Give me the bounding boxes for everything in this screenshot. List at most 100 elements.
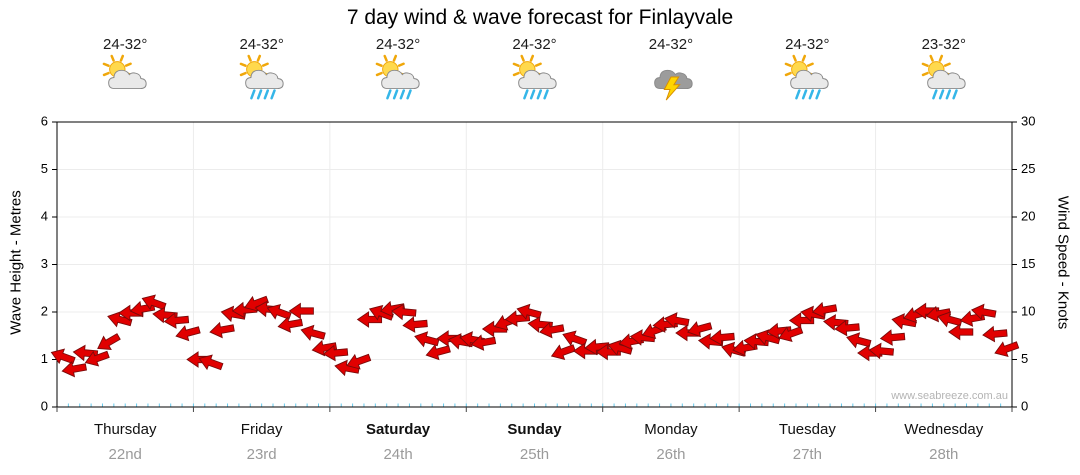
- watermark: www.seabreeze.com.au: [891, 390, 1008, 402]
- wind-arrow: [84, 350, 110, 367]
- right-tick-label: 25: [1021, 161, 1035, 176]
- wind-arrow: [663, 312, 690, 329]
- day-date-label: 28th: [929, 446, 959, 463]
- wind-arrow: [925, 305, 951, 323]
- day-header: 24-32°: [782, 36, 832, 103]
- left-tick-label: 4: [41, 208, 48, 223]
- wind-arrow: [834, 319, 860, 337]
- right-tick-label: 10: [1021, 303, 1035, 318]
- wind-arrow: [948, 323, 974, 341]
- wind-arrow: [982, 325, 1008, 343]
- wind-arrow: [209, 321, 235, 339]
- left-tick-label: 3: [41, 256, 48, 271]
- wind-arrow: [970, 303, 997, 321]
- wind-arrow: [562, 330, 588, 347]
- wind-arrow: [868, 342, 895, 360]
- wind-arrow: [266, 303, 292, 320]
- wind-arrow: [277, 316, 303, 333]
- day-name-label: Monday: [644, 421, 698, 438]
- day-temp-label: 24-32°: [512, 36, 557, 53]
- wind-arrow: [175, 325, 201, 342]
- wind-arrow: [163, 312, 190, 329]
- wind-arrow: [141, 294, 167, 311]
- day-name-label: Friday: [240, 421, 283, 438]
- wind-arrow: [470, 334, 497, 351]
- day-date-label: 25th: [519, 446, 550, 463]
- day-temp-label: 24-32°: [239, 36, 284, 53]
- day-header: 24-32°: [373, 36, 423, 103]
- wind-arrow: [778, 326, 804, 343]
- wind-arrow: [425, 344, 451, 361]
- right-tick-label: 20: [1021, 208, 1035, 223]
- day-name-label: Wednesday: [904, 421, 984, 438]
- wind-arrow: [709, 329, 735, 346]
- day-date-label: 26th: [656, 446, 686, 463]
- axis-ticks: 0 1 2 3 4 5 6 0 5 10 15 20 25 30: [41, 113, 1036, 413]
- right-tick-label: 0: [1021, 398, 1028, 413]
- left-tick-label: 1: [41, 351, 48, 366]
- wind-arrow: [687, 321, 713, 338]
- left-tick-label: 2: [41, 303, 48, 318]
- wind-arrow: [584, 338, 610, 356]
- wind-arrow: [322, 344, 349, 362]
- day-header: 24-32°: [237, 36, 287, 103]
- wind-arrow: [846, 332, 872, 349]
- minor-hour-ticks: [56, 403, 1013, 407]
- day-date-label: 24th: [383, 446, 413, 463]
- gridlines: [57, 122, 1012, 407]
- wind-arrow: [61, 360, 87, 378]
- partly-cloudy-icon: [102, 54, 147, 90]
- day-temp-label: 24-32°: [785, 36, 830, 53]
- wind-arrow: [97, 333, 121, 351]
- left-tick-label: 0: [41, 398, 48, 413]
- wind-arrow: [391, 303, 417, 321]
- sun-cloud-rain-icon: [512, 54, 557, 100]
- day-date-label: 23rd: [246, 446, 277, 463]
- right-tick-label: 5: [1021, 351, 1028, 366]
- day-temp-label: 24-32°: [103, 36, 148, 53]
- wind-arrow: [300, 324, 326, 341]
- day-name-label: Tuesday: [778, 421, 836, 438]
- thunderstorm-icon: [654, 69, 693, 101]
- wind-arrow: [766, 322, 792, 340]
- wind-arrow: [994, 341, 1020, 358]
- day-header: 23-32°: [919, 36, 969, 103]
- wind-arrow: [913, 302, 940, 320]
- day-date-label: 22nd: [108, 446, 142, 463]
- wind-arrow: [538, 321, 565, 339]
- wind-arrow: [311, 339, 338, 357]
- wind-arrow: [414, 331, 440, 348]
- day-header: 24-32°: [646, 36, 696, 103]
- wind-arrow: [402, 316, 428, 333]
- day-name-label: Thursday: [93, 421, 157, 438]
- wind-arrow: [288, 302, 314, 320]
- wind-arrow: [198, 354, 224, 371]
- chart-title: 7 day wind & wave forecast for Finlayval…: [346, 6, 734, 29]
- sun-cloud-rain-icon: [921, 54, 966, 100]
- wind-arrow: [50, 348, 76, 365]
- wind-arrow-series: [50, 294, 1020, 378]
- right-tick-label: 15: [1021, 256, 1035, 271]
- wind-arrow: [879, 329, 906, 346]
- right-tick-label: 30: [1021, 113, 1035, 128]
- wind-arrow: [346, 353, 372, 370]
- left-tick-label: 5: [41, 161, 48, 176]
- wind-arrow: [811, 301, 838, 319]
- sun-cloud-rain-icon: [785, 54, 829, 100]
- wind-arrow: [516, 303, 542, 320]
- left-tick-label: 6: [41, 113, 48, 128]
- day-name-label: Saturday: [365, 421, 431, 438]
- day-date-label: 27th: [792, 446, 822, 463]
- day-temp-label: 23-32°: [921, 36, 966, 53]
- day-header: 24-32°: [100, 36, 150, 103]
- day-header: 24-32°: [510, 36, 560, 103]
- wind-arrow: [937, 311, 963, 328]
- day-temp-label: 24-32°: [648, 36, 694, 53]
- sun-cloud-rain-icon: [375, 54, 420, 100]
- day-name-label: Sunday: [507, 421, 562, 438]
- sun-cloud-rain-icon: [239, 54, 284, 100]
- wind-arrow: [379, 300, 406, 318]
- day-temp-label: 24-32°: [375, 36, 421, 53]
